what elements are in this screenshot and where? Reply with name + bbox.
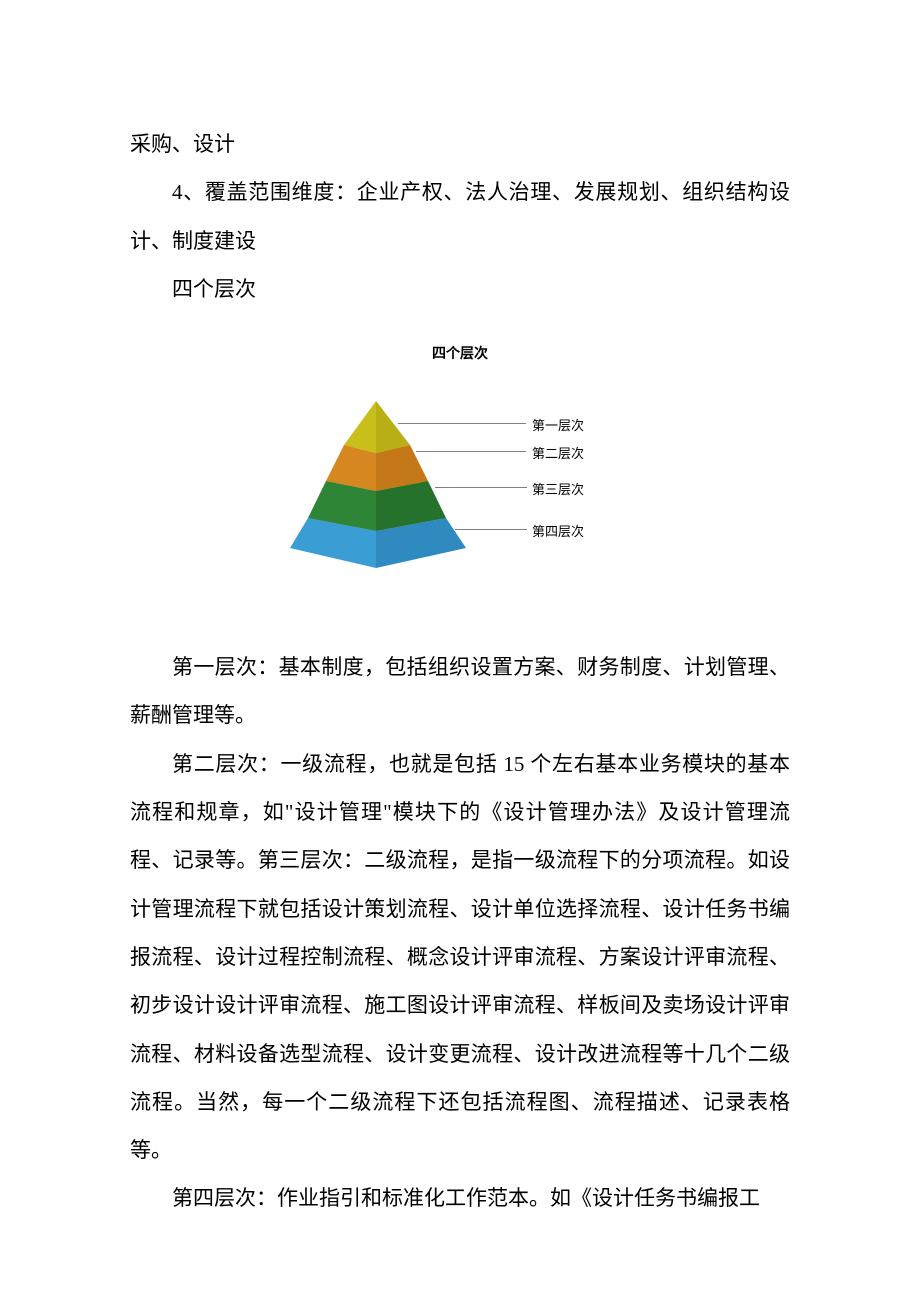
pyramid-label-1: 第一层次 <box>532 415 584 434</box>
pyramid-title: 四个层次 <box>432 343 488 363</box>
pyramid-label-4: 第四层次 <box>532 521 584 540</box>
paragraph-1: 采购、设计 <box>130 120 790 168</box>
pyramid-svg <box>280 373 480 593</box>
paragraph-3: 四个层次 <box>130 265 790 313</box>
pyramid-label-2: 第二层次 <box>532 443 584 462</box>
leader-line-4 <box>455 529 527 530</box>
leader-line-2 <box>416 451 526 452</box>
leader-line-3 <box>435 487 527 488</box>
paragraph-4: 第一层次：基本制度，包括组织设置方案、财务制度、计划管理、薪酬管理等。 <box>130 643 790 740</box>
pyramid-block: 四个层次 <box>280 343 640 603</box>
pyramid-layer-1 <box>344 401 410 453</box>
paragraph-2: 4、覆盖范围维度：企业产权、法人治理、发展规划、组织结构设计、制度建设 <box>130 168 790 265</box>
pyramid-figure: 四个层次 <box>130 343 790 603</box>
paragraph-6: 第四层次：作业指引和标准化工作范本。如《设计任务书编报工 <box>130 1174 790 1222</box>
pyramid-label-3: 第三层次 <box>532 479 584 498</box>
paragraph-5: 第二层次：一级流程，也就是包括 15 个左右基本业务模块的基本流程和规章，如"设… <box>130 740 790 1175</box>
leader-line-1 <box>398 423 526 424</box>
